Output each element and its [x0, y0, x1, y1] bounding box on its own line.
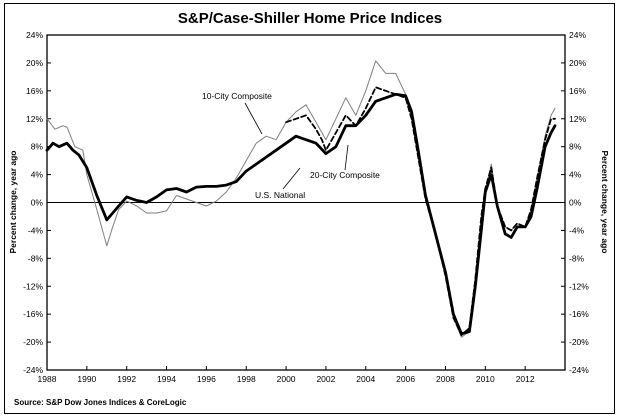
- y-tick-label-left: 12%: [26, 114, 43, 124]
- y-tick-label-right: 12%: [569, 114, 586, 124]
- x-tick-label: 1990: [77, 374, 96, 384]
- y-tick-label-right: -4%: [569, 225, 585, 235]
- x-tick-label: 2010: [476, 374, 495, 384]
- leader-line-10-city-composite: [244, 102, 263, 135]
- y-tick-label-left: -20%: [23, 337, 43, 347]
- y-tick-label-left: 16%: [26, 86, 43, 96]
- x-tick-label: 2008: [436, 374, 455, 384]
- x-tick-label: 1992: [117, 374, 136, 384]
- x-tick-label: 2006: [396, 374, 415, 384]
- x-tick-label: 1994: [157, 374, 176, 384]
- y-tick-label-left: -8%: [28, 253, 44, 263]
- series-line-u-s-national: [45, 92, 557, 336]
- x-tick-label: 1998: [237, 374, 256, 384]
- source-note: Source: S&P Dow Jones Indices & CoreLogi…: [14, 398, 187, 407]
- x-tick-label: 2002: [316, 374, 335, 384]
- y-tick-label-left: -16%: [23, 309, 43, 319]
- x-tick-label: 2004: [356, 374, 375, 384]
- series-label-u-s-national: U.S. National: [255, 190, 305, 200]
- x-tick-label: 1988: [38, 374, 57, 384]
- y-axis-label-left: Percent change, year ago: [8, 151, 18, 254]
- x-tick-label: 2012: [516, 374, 535, 384]
- y-tick-label-right: 16%: [569, 86, 586, 96]
- chart-frame: [4, 3, 615, 414]
- y-tick-label-right: 24%: [569, 30, 586, 40]
- series-line-10-city-composite: [46, 60, 556, 338]
- y-tick-label-right: -12%: [569, 281, 589, 291]
- y-tick-label-left: 24%: [26, 30, 43, 40]
- y-tick-label-left: 8%: [31, 142, 44, 152]
- y-tick-label-right: 20%: [569, 58, 586, 68]
- series-label-20-city-composite: 20-City Composite: [310, 170, 380, 180]
- y-tick-label-left: -4%: [28, 225, 44, 235]
- leader-line-20-city-composite: [344, 144, 349, 171]
- series-line-20-city-composite: [285, 86, 556, 336]
- y-tick-label-left: 0%: [31, 198, 44, 208]
- y-tick-label-right: 0%: [569, 198, 582, 208]
- chart-title: S&P/Case-Shiller Home Price Indices: [177, 10, 443, 27]
- y-tick-label-right: -8%: [569, 253, 585, 263]
- y-tick-label-right: 8%: [569, 142, 582, 152]
- y-tick-label-left: 20%: [26, 58, 43, 68]
- y-tick-label-right: -20%: [569, 337, 589, 347]
- y-tick-label-right: -24%: [569, 365, 589, 375]
- series-label-10-city-composite: 10-City Composite: [202, 91, 272, 101]
- y-tick-label-right: 4%: [569, 170, 582, 180]
- y-tick-label-left: -12%: [23, 281, 43, 291]
- y-tick-label-right: -16%: [569, 309, 589, 319]
- x-tick-label: 2000: [277, 374, 296, 384]
- y-axis-label-right: Percent change, year ago: [600, 151, 610, 254]
- x-tick-label: 1996: [197, 374, 216, 384]
- y-tick-label-left: 4%: [31, 170, 44, 180]
- leader-line-u-s-national: [282, 167, 301, 190]
- y-tick-label-left: -24%: [23, 365, 43, 375]
